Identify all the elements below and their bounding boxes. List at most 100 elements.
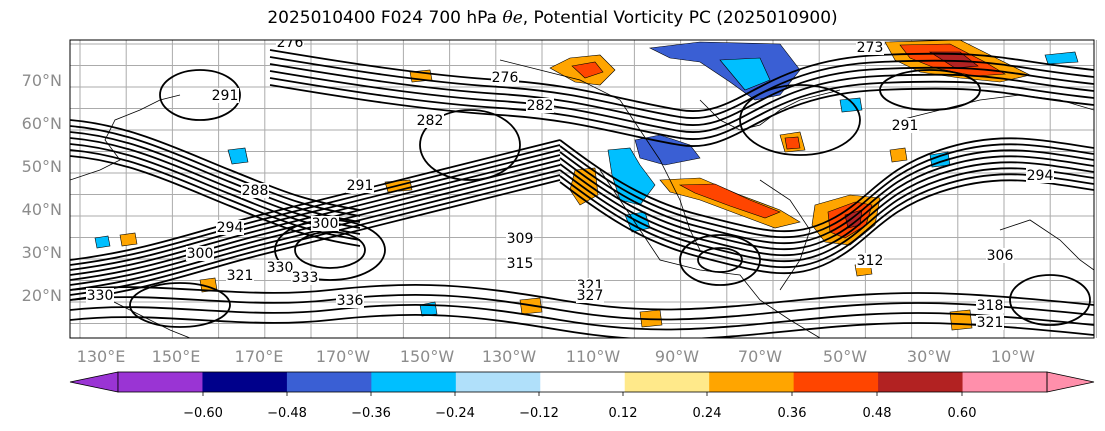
contour-label: 318 [976,298,1004,314]
theta-e-contour [294,231,366,269]
theta-e-contour [70,143,361,235]
contour-label-bg [976,298,1004,313]
colorbar-tick-label: 0.48 [863,406,892,421]
contour-label-bg [311,216,339,231]
theta-e-contour [269,56,1094,119]
contour-label-text: 306 [987,248,1014,264]
colorbar-tick-label: 0.36 [778,406,807,421]
contour-label: 330 [266,260,294,276]
theta-e-contour [559,173,1094,269]
contour-label-text: 318 [977,298,1004,314]
contour-label-bg [506,231,534,246]
colorbar-segment [540,372,626,392]
pv-positive-patch [928,51,979,69]
theta-e-contour [70,119,361,211]
theta-e-contour [70,283,1094,311]
contour-label-text: 300 [312,216,339,232]
contour-label-bg [336,293,364,308]
contour-label: 282 [526,98,554,114]
longitude-label: 150°E [152,347,201,366]
colorbar-tick-label: −0.60 [183,406,223,421]
colorbar [69,371,1095,393]
theta-e-contour [879,69,981,111]
latitude-label: 40°N [22,200,62,219]
pv-positive-patch [889,147,908,163]
contour-label-text: 288 [242,183,269,199]
contour-label-text: 294 [1027,168,1054,184]
theta-e-contour [70,303,1094,331]
coastline [999,219,1094,271]
colorbar-segment [624,372,710,392]
contour-label: 282 [416,113,444,129]
contour-label-bg [291,270,319,285]
theta-e-contour [739,84,861,156]
contour-label-text: 330 [267,260,294,276]
theta-e-contour [70,149,361,241]
colorbar-segment [878,372,964,392]
longitude-label: 130°W [482,347,537,366]
theta-e-contour [559,179,1094,275]
contour-label-text: 336 [337,293,364,309]
title-suffix: , Potential Vorticity PC (2025010900) [522,8,838,28]
theta-e-contour [70,139,561,261]
contour-label-bg [576,288,604,303]
theta-e-contour [70,293,1094,321]
colorbar-tick-label: 0.24 [693,406,722,421]
contour-label-bg [986,248,1014,263]
contour-label: 315 [506,256,534,272]
colorbar-tick-labels: −0.60 −0.48 −0.36 −0.24 −0.12 0.12 0.24 0.36 0.4… [183,392,976,421]
figure-title: 2025010400 F024 700 hPa θe, Potential Vo… [0,8,1105,28]
theta-e-contour [70,179,561,301]
contour-label-text: 291 [347,178,374,194]
pv-negative-patch [94,235,111,249]
contour-label: 300 [186,246,214,262]
contour-label-text: 312 [857,253,884,269]
theta-e-contour [559,137,1094,233]
longitude-label: 170°E [235,347,284,366]
colorbar-tick-label: −0.36 [351,406,391,421]
contour-label-bg [241,183,269,198]
title-prefix: 2025010400 F024 700 hPa [267,8,503,28]
theta-e-contour [269,63,1094,126]
theta-e-contour [559,155,1094,251]
colorbar-segment [455,372,541,392]
contour-label-text: 309 [507,231,534,247]
longitude-label: 10°W [991,347,1035,366]
title-symbol: θe [502,8,523,28]
contour-label: 288 [241,183,269,199]
theta-e-contour [559,167,1094,263]
contour-label-text: 330 [87,288,114,304]
contour-label: 336 [336,293,364,309]
theta-e-contour [559,149,1094,245]
contour-label-text: 321 [977,315,1004,331]
colorbar-tick-label: 0.60 [948,406,977,421]
pv-negative-patch [607,147,656,206]
contour-label-bg [1026,168,1054,183]
contour-label: 321 [976,315,1004,331]
contour-label: 294 [216,220,244,236]
colorbar-segment [962,372,1048,392]
pv-positive-patch [678,183,781,219]
colorbar-frame [117,371,1048,393]
contour-label-text: 315 [507,256,534,272]
longitude-labels: 130°E 150°E 170°E 170°W 150°W 130°W 110°W 90°W 7… [77,347,1036,366]
contour-label-text: 291 [212,88,239,104]
theta-e-contour [559,143,1094,239]
theta-e-contour [70,313,1094,338]
contour-label-text: 327 [577,288,604,304]
colorbar-tick-label: 0.12 [609,406,638,421]
contour-label: 294 [1026,168,1054,184]
theta-e-contour [159,69,241,121]
longitude-label: 150°W [400,347,455,366]
map-frame [69,39,1095,339]
longitude-label: 170°W [316,347,371,366]
contour-label-text: 333 [292,270,319,286]
longitude-label: 50°W [823,347,867,366]
contour-label-bg [186,246,214,261]
pv-negative-patch [719,57,771,91]
theta-e-contour [269,49,1094,112]
contour-label-bg [346,178,374,193]
theta-e-contour [269,84,1094,147]
theta-e-contour [129,282,231,328]
theta-e-contour [559,161,1094,257]
